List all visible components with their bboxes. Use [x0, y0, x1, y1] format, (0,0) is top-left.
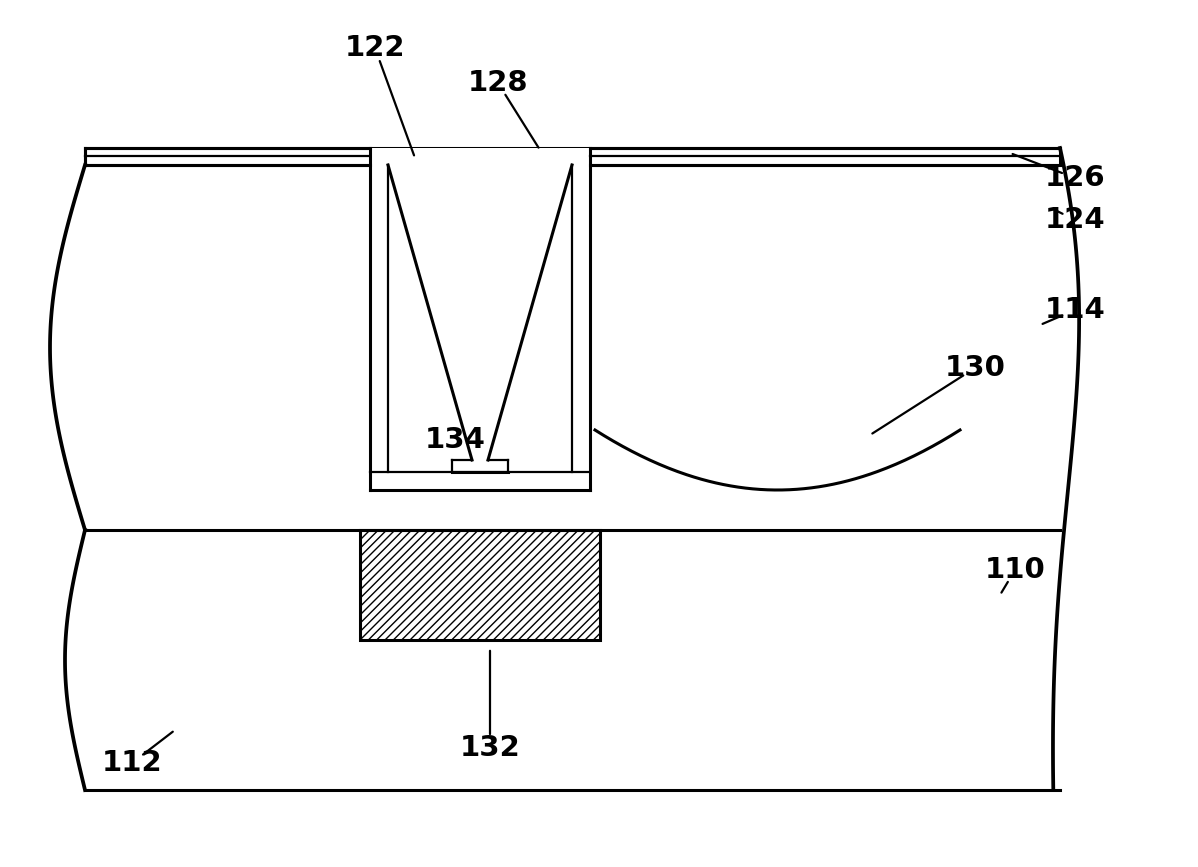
Bar	[85, 530, 1060, 790]
Text: 128: 128	[467, 69, 528, 97]
Text: 122: 122	[345, 34, 405, 62]
Bar	[85, 165, 370, 530]
Bar	[571, 148, 589, 490]
Text: 114: 114	[1045, 296, 1106, 324]
Bar	[361, 530, 600, 640]
Text: 134: 134	[424, 426, 485, 454]
Bar	[370, 472, 589, 490]
Bar	[388, 148, 571, 472]
Text: 112: 112	[102, 749, 162, 777]
Bar	[370, 165, 589, 490]
Text: 130: 130	[944, 354, 1005, 382]
Bar	[589, 165, 1060, 530]
Text: 132: 132	[460, 734, 520, 762]
Bar	[370, 148, 388, 490]
Bar	[85, 148, 1060, 165]
Text: 124: 124	[1045, 206, 1106, 234]
Text: 126: 126	[1045, 164, 1106, 192]
Text: 110: 110	[985, 556, 1046, 584]
